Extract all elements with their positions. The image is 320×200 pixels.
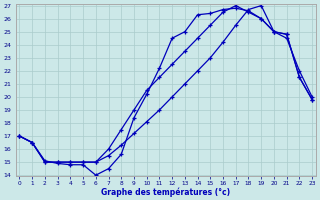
X-axis label: Graphe des températures (°c): Graphe des températures (°c) — [101, 187, 230, 197]
